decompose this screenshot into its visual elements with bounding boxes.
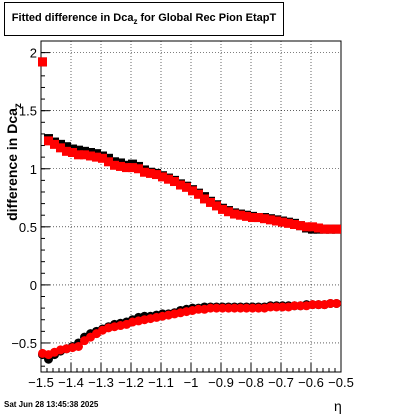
data-point-square xyxy=(236,210,245,220)
data-point-square xyxy=(308,222,317,232)
data-point-square xyxy=(158,172,167,182)
data-point-square xyxy=(80,150,89,160)
data-point-square xyxy=(140,167,149,177)
data-point-square xyxy=(320,224,329,234)
data-point-square xyxy=(224,207,233,217)
x-tick-label: −1.5 xyxy=(28,375,54,390)
data-point-square xyxy=(182,182,191,192)
data-point-square xyxy=(332,224,341,234)
x-tick-label: −0.7 xyxy=(268,375,294,390)
data-point-square xyxy=(242,211,251,221)
data-point-square xyxy=(296,221,305,231)
data-point-square xyxy=(188,186,197,196)
data-point-square xyxy=(206,197,215,207)
data-point-square xyxy=(152,170,161,180)
y-tick-label: 0.5 xyxy=(19,220,37,235)
chart-title-suffix: for Global Rec Pion EtapT xyxy=(137,12,277,24)
data-point-square xyxy=(134,164,143,174)
x-tick-labels: −1.5 −1.4 −1.3 −1.2 −1.1 −1 −0.9 −0.8 −0.7 −0.6 −0… xyxy=(28,375,354,390)
x-tick-label: −0.9 xyxy=(208,375,234,390)
x-tick-label: −0.5 xyxy=(328,375,354,390)
data-point-circle xyxy=(332,298,341,308)
data-point-square xyxy=(164,174,173,184)
data-point-square xyxy=(44,136,53,146)
data-point-square xyxy=(230,209,239,219)
data-point-square xyxy=(62,142,71,152)
data-point-square xyxy=(56,143,65,153)
data-point-square xyxy=(314,223,323,233)
y-axis-label-subscript: z xyxy=(13,103,24,108)
data-point-square xyxy=(86,151,95,161)
data-point-square xyxy=(254,213,263,223)
data-point-square xyxy=(92,152,101,162)
data-markers xyxy=(38,57,341,364)
data-point-square xyxy=(212,201,221,211)
data-point-square xyxy=(260,214,269,224)
y-tick-label: 1 xyxy=(30,162,37,177)
data-point-square xyxy=(194,189,203,199)
chart-title-prefix: Fitted difference in Dca xyxy=(11,12,134,24)
chart-title-box: Fitted difference in Dcaz for Global Rec… xyxy=(4,2,284,36)
data-point-square xyxy=(122,163,131,173)
data-point-square xyxy=(302,222,311,232)
data-point-square xyxy=(278,217,287,227)
data-point-square xyxy=(74,150,83,160)
chart-title-subscript: z xyxy=(133,17,138,26)
data-point-square xyxy=(272,216,281,226)
grid-lines xyxy=(41,41,341,372)
data-point-square xyxy=(98,153,107,163)
data-point-square xyxy=(62,146,71,156)
timestamp-footer: Sat Jun 28 13:45:38 2025 xyxy=(4,400,99,409)
data-point-square xyxy=(266,215,275,225)
data-point-square xyxy=(284,218,293,228)
data-point-square xyxy=(50,139,59,149)
y-tick-labels: −0.5 0 0.5 1 1.5 2 xyxy=(11,46,37,351)
data-point-square xyxy=(248,213,257,223)
data-point-square xyxy=(38,57,47,67)
data-point-square xyxy=(110,160,119,170)
x-tick-label: −0.6 xyxy=(298,375,324,390)
data-point-square xyxy=(104,157,113,167)
data-point-square xyxy=(170,177,179,187)
x-tick-label: −0.8 xyxy=(238,375,264,390)
y-axis-label-main: difference in Dca xyxy=(4,108,20,221)
data-point-square xyxy=(116,161,125,171)
x-tick-label: −1.1 xyxy=(148,375,174,390)
data-point-square xyxy=(68,147,77,157)
data-point-square xyxy=(74,145,83,155)
x-tick-label: −1 xyxy=(184,375,199,390)
y-tick-label: 2 xyxy=(30,46,37,61)
data-point-square xyxy=(146,168,155,178)
data-point-square xyxy=(200,194,209,204)
x-tick-label: −1.2 xyxy=(118,375,144,390)
data-point-square xyxy=(218,204,227,214)
data-point-square xyxy=(290,220,299,230)
axis-ticks xyxy=(40,40,342,372)
data-point-square xyxy=(128,163,137,173)
x-tick-label: −1.3 xyxy=(88,375,114,390)
y-tick-label: −0.5 xyxy=(11,336,37,351)
y-axis-label: difference in Dcaz xyxy=(4,103,24,221)
data-point-square xyxy=(326,224,335,234)
chart-title: Fitted difference in Dcaz for Global Rec… xyxy=(5,12,283,26)
data-point-square xyxy=(176,180,185,190)
x-axis-label: η xyxy=(334,398,342,414)
y-tick-label: 1.5 xyxy=(19,104,37,119)
data-point-circle xyxy=(74,341,83,351)
x-tick-label: −1.4 xyxy=(58,375,84,390)
y-tick-label: 0 xyxy=(30,278,37,293)
